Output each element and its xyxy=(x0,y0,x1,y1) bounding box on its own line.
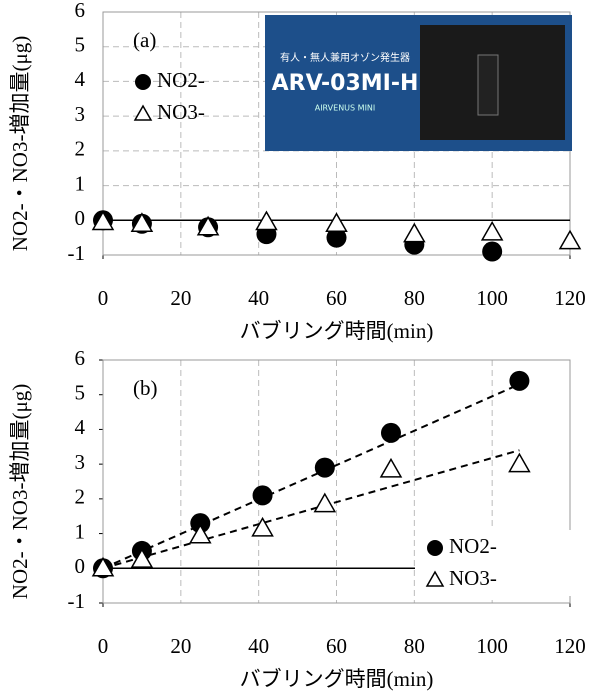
x-tick-label: 0 xyxy=(98,634,109,658)
y-tick-label: 1 xyxy=(75,519,86,543)
marker xyxy=(315,458,335,478)
inset-text: ARV-03MI-H xyxy=(272,71,419,96)
inset-text: AIRVENUS MINI xyxy=(315,104,376,113)
x-axis-label: バブリング時間(min) xyxy=(240,319,434,343)
marker xyxy=(509,371,529,391)
panel-label: (b) xyxy=(133,376,158,400)
marker xyxy=(509,454,529,472)
x-tick-label: 100 xyxy=(476,634,508,658)
y-tick-label: 0 xyxy=(75,206,86,230)
inset-text: 有人・無人兼用オゾン発生器 xyxy=(280,51,410,64)
y-axis-label: NO2-・NO3-増加量(μg) xyxy=(8,384,32,599)
x-tick-label: 120 xyxy=(554,634,586,658)
x-tick-label: 80 xyxy=(404,634,425,658)
y-tick-label: 5 xyxy=(75,381,86,405)
y-tick-label: 2 xyxy=(75,485,86,509)
y-tick-label: 0 xyxy=(75,554,86,578)
x-tick-label: 80 xyxy=(404,286,425,310)
x-tick-label: 40 xyxy=(248,634,269,658)
y-tick-label: 5 xyxy=(75,33,86,57)
marker xyxy=(315,494,335,512)
y-tick-label: -1 xyxy=(68,589,86,613)
marker xyxy=(381,459,401,477)
y-tick-label: -1 xyxy=(68,241,86,265)
panel-label: (a) xyxy=(133,28,156,52)
chart: -10123456020406080100120(a)バブリング時間(min)N… xyxy=(0,0,607,694)
x-tick-label: 100 xyxy=(476,286,508,310)
y-tick-label: 3 xyxy=(75,450,86,474)
y-tick-label: 6 xyxy=(75,346,86,370)
product-inset: 有人・無人兼用オゾン発生器 ARV-03MI-H AIRVENUS MINI xyxy=(265,15,572,151)
legend-label: NO3- xyxy=(449,566,497,590)
x-tick-label: 20 xyxy=(170,634,191,658)
x-tick-label: 60 xyxy=(326,286,347,310)
marker xyxy=(327,214,347,232)
x-tick-label: 0 xyxy=(98,286,109,310)
legend-label: NO2- xyxy=(157,68,205,92)
marker xyxy=(560,231,580,249)
marker xyxy=(482,242,502,262)
y-tick-label: 4 xyxy=(75,67,86,91)
marker xyxy=(404,224,424,242)
marker xyxy=(135,74,151,90)
x-tick-label: 40 xyxy=(248,286,269,310)
legend-label: NO3- xyxy=(157,100,205,124)
y-tick-label: 4 xyxy=(75,415,86,439)
y-tick-label: 3 xyxy=(75,102,86,126)
y-tick-label: 1 xyxy=(75,171,86,195)
marker xyxy=(135,106,151,120)
x-tick-label: 20 xyxy=(170,286,191,310)
marker xyxy=(482,222,502,240)
x-axis-label: バブリング時間(min) xyxy=(240,667,434,691)
marker xyxy=(253,485,273,505)
y-tick-label: 6 xyxy=(75,0,86,22)
marker xyxy=(381,423,401,443)
y-tick-label: 2 xyxy=(75,137,86,161)
x-tick-label: 60 xyxy=(326,634,347,658)
x-tick-label: 120 xyxy=(554,286,586,310)
marker xyxy=(427,540,443,556)
y-axis-label: NO2-・NO3-増加量(μg) xyxy=(8,36,32,251)
inset-panel xyxy=(478,55,498,115)
legend-label: NO2- xyxy=(449,534,497,558)
